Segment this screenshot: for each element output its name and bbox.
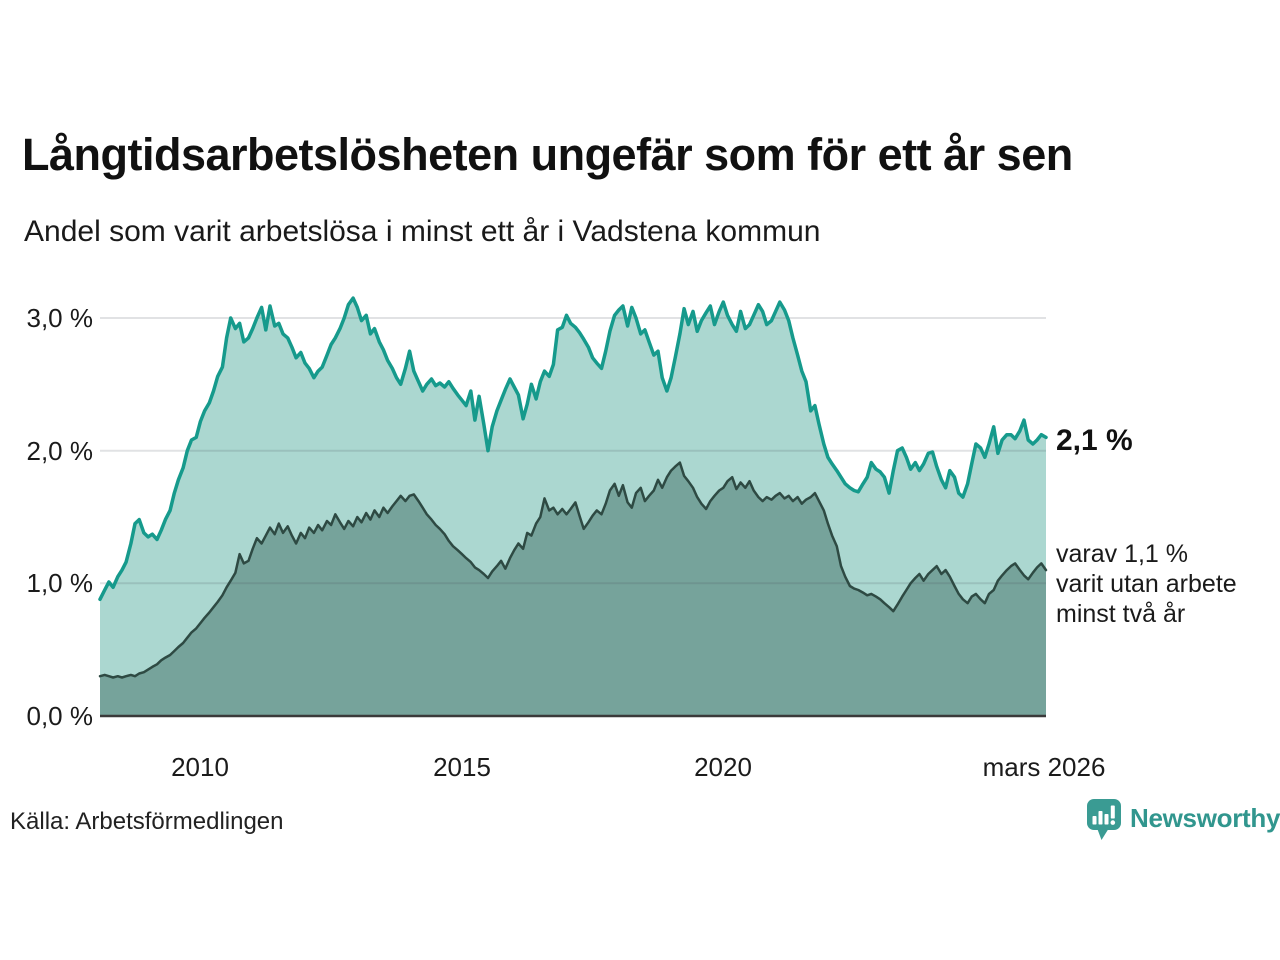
- x-tick-2020: 2020: [694, 752, 752, 782]
- series-line-0: [98, 296, 1048, 602]
- y-tick-0: 0,0 %: [26, 701, 94, 731]
- x-tick-2015: 2015: [433, 752, 491, 782]
- y-tick-2: 2,0 %: [26, 435, 94, 466]
- y-tick-1: 1,0 %: [26, 568, 94, 599]
- newsworthy-logo-icon: [1087, 799, 1121, 840]
- chart-subtitle: Andel som varit arbetslösa i minst ett å…: [24, 215, 821, 248]
- two-year-annotation: varav 1,1 % varit utan arbete minst två …: [1056, 539, 1237, 629]
- source-credit: Källa: Arbetsförmedlingen: [10, 808, 284, 835]
- series-line-1: [98, 461, 1048, 679]
- series-fill-1: [100, 462, 1046, 716]
- two-year-annotation-line2: varit utan arbete: [1056, 570, 1237, 598]
- area-chart-plot: [98, 296, 1048, 718]
- page-title: Långtidsarbetslösheten ungefär som för e…: [22, 129, 1073, 180]
- brand-name: Newsworthy: [1130, 803, 1280, 833]
- y-tick-3: 3,0 %: [26, 303, 94, 333]
- x-tick-mars-2026: mars 2026: [982, 752, 1106, 782]
- two-year-annotation-line1: varav 1,1 %: [1056, 540, 1189, 568]
- newsworthy-brand: Newsworthy: [1086, 798, 1280, 843]
- x-tick-2010: 2010: [171, 752, 229, 782]
- latest-value-label: 2,1 %: [1056, 424, 1133, 457]
- two-year-annotation-line3: minst två år: [1056, 600, 1186, 628]
